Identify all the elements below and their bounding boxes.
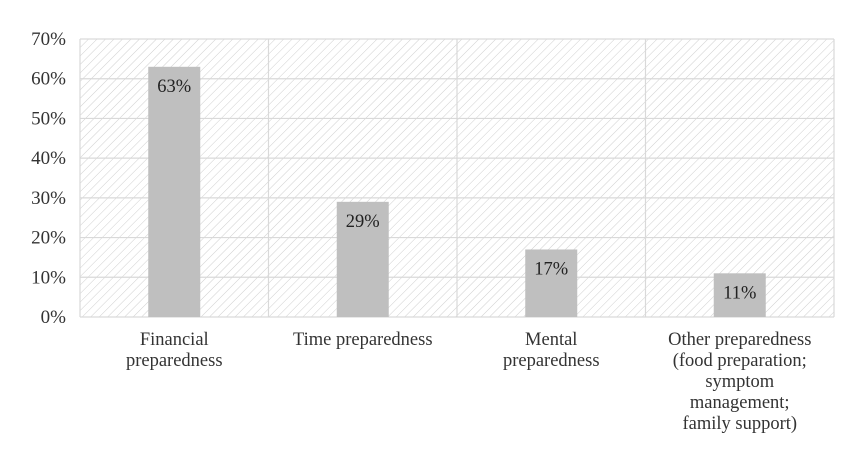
gridlines [79,38,835,318]
x-category-label: Mental preparedness [503,330,600,371]
bars [148,66,766,317]
y-tick-label: 0% [41,307,67,328]
y-tick-label: 40% [31,148,66,169]
y-tick-label: 20% [31,228,66,249]
data-label: 17% [534,259,568,279]
data-labels: 63% 29% 17% 11% [157,77,756,304]
bar [336,201,389,317]
y-tick-label: 50% [31,108,66,129]
bar [713,273,766,317]
y-tick-label: 60% [31,69,66,90]
bar [148,66,201,317]
x-category-label: Financial preparedness [126,330,223,371]
bar [525,249,578,317]
x-category-label: Other preparedness (food preparation; symp… [668,330,811,434]
y-tick-label: 70% [31,29,66,50]
x-category-label: Time preparedness [293,330,433,350]
data-label: 63% [157,77,191,97]
y-tick-label: 30% [31,188,66,209]
data-label: 29% [346,212,380,232]
y-tick-label: 10% [31,267,66,288]
x-axis: Financial preparedness Time preparedness Me… [126,330,811,434]
y-axis: 0% 10% 20% 30% 40% 50% 60% 70% [31,29,66,328]
data-label: 11% [723,283,756,303]
